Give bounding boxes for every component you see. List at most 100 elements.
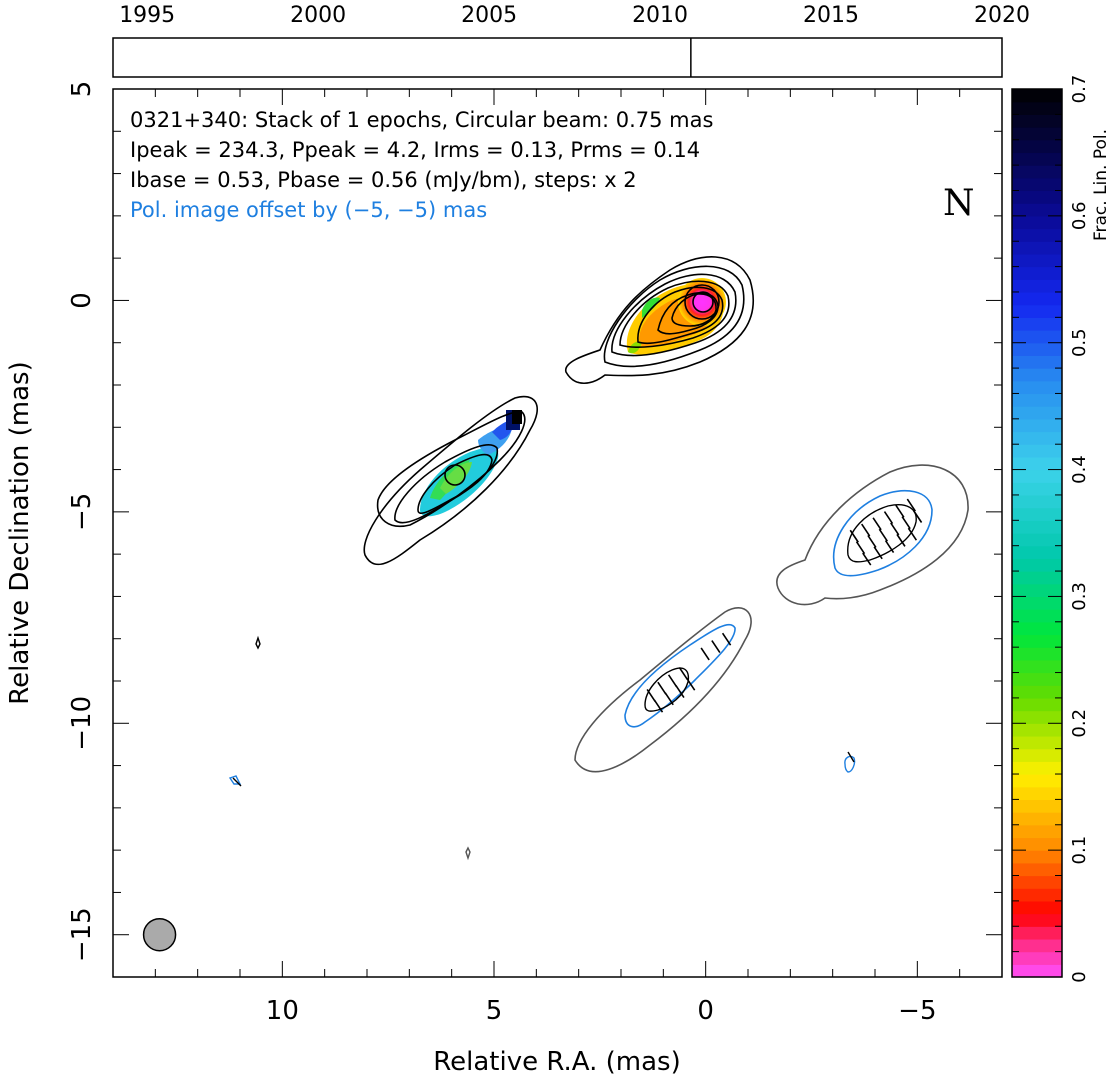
colorbar-band bbox=[1012, 621, 1062, 636]
colorbar-band bbox=[1012, 190, 1062, 204]
evpa-tick bbox=[861, 523, 871, 537]
colorbar-label: Frac. Lin. Pol. bbox=[1091, 129, 1111, 241]
evpa-tick bbox=[884, 540, 895, 554]
colorbar-band bbox=[1012, 228, 1062, 242]
colorbar-band bbox=[1012, 114, 1062, 128]
colorbar-band bbox=[1012, 469, 1062, 483]
y-tick-label: −15 bbox=[67, 907, 97, 962]
time-tick-label: 2020 bbox=[974, 3, 1030, 28]
offset-note: Pol. image offset by (−5, −5) mas bbox=[130, 198, 487, 222]
colorbar-band bbox=[1012, 799, 1062, 813]
colorbar-band bbox=[1012, 735, 1062, 750]
colorbar-band bbox=[1012, 456, 1062, 471]
y-tick-label: −5 bbox=[67, 493, 97, 531]
isolated-features bbox=[228, 635, 856, 861]
colorbar-band bbox=[1012, 533, 1062, 547]
colorbar-tick-label: 0.5 bbox=[1069, 328, 1090, 357]
colorbar-band bbox=[1012, 418, 1062, 433]
colorbar-band bbox=[1012, 330, 1062, 344]
x-tick-label: 10 bbox=[266, 996, 299, 1026]
time-tick-label: 2005 bbox=[461, 3, 517, 28]
evpa-tick bbox=[867, 534, 877, 548]
annotation-line-1: 0321+340: Stack of 1 epochs, Circular be… bbox=[130, 108, 713, 132]
time-axis-bar bbox=[112, 37, 1003, 78]
image-content bbox=[228, 256, 969, 861]
colorbar-band bbox=[1012, 368, 1062, 382]
colorbar-band bbox=[1012, 317, 1062, 331]
beam-circle bbox=[142, 917, 177, 952]
colorbar-tick-label: 0.6 bbox=[1069, 202, 1090, 231]
colorbar-band bbox=[1012, 647, 1062, 661]
colorbar-band bbox=[1012, 913, 1062, 927]
colorbar-band bbox=[1012, 393, 1062, 407]
evpa-tick bbox=[878, 528, 888, 542]
colorbar-frame bbox=[1011, 88, 1063, 978]
evpa-tick bbox=[890, 522, 900, 536]
colorbar-tick-label: 0.4 bbox=[1069, 455, 1090, 484]
evpa-tick bbox=[883, 511, 894, 524]
colorbar-tick-label: 0 bbox=[1069, 971, 1090, 982]
colorbar-band bbox=[1012, 583, 1062, 598]
colorbar-band bbox=[1012, 89, 1062, 103]
orientation-label: N bbox=[943, 183, 975, 224]
colorbar-band bbox=[1012, 964, 1062, 978]
y-axis-label: Relative Declination (mas) bbox=[5, 361, 35, 704]
colorbar-band bbox=[1012, 253, 1062, 268]
evpa-tick bbox=[700, 647, 710, 661]
y-tick-label: 0 bbox=[67, 292, 97, 309]
colorbar-band bbox=[1012, 342, 1062, 356]
evpa-tick bbox=[657, 681, 667, 695]
stokes-i-contours-knot bbox=[363, 395, 539, 566]
colorbar-band bbox=[1012, 431, 1062, 445]
time-tick-label: 2010 bbox=[632, 3, 688, 28]
evpa-tick bbox=[896, 533, 906, 547]
colorbar-band bbox=[1012, 266, 1062, 280]
colorbar-band bbox=[1012, 177, 1062, 192]
colorbar-band bbox=[1012, 672, 1062, 686]
axis-ticks: 10 5 0 −5 5 0 −5 −10 −15 bbox=[67, 81, 1003, 1026]
colorbar-band bbox=[1012, 507, 1062, 521]
time-tick-label: 1995 bbox=[119, 3, 175, 28]
colorbar-band bbox=[1012, 165, 1062, 179]
colorbar-band bbox=[1012, 355, 1062, 369]
colorbar-band bbox=[1012, 723, 1062, 737]
y-tick-label: 5 bbox=[67, 81, 97, 98]
colorbar-band bbox=[1012, 926, 1062, 940]
colorbar-band bbox=[1012, 761, 1062, 775]
colorbar-band bbox=[1012, 203, 1062, 217]
evpa-tick bbox=[664, 692, 674, 706]
polarized-contours-lower bbox=[574, 607, 752, 773]
colorbar: 0 0.1 0.2 0.3 0.4 0.5 0.6 0.7 Frac. Lin. Pol. bbox=[1011, 75, 1111, 983]
colorbar-band bbox=[1012, 748, 1062, 762]
stokes-i-contours-core bbox=[565, 256, 755, 385]
evpa-tick bbox=[849, 529, 859, 543]
colorbar-band bbox=[1012, 862, 1062, 877]
evpa-tick bbox=[855, 541, 866, 555]
colorbar-band bbox=[1012, 241, 1062, 255]
colorbar-band bbox=[1012, 659, 1062, 674]
colorbar-band bbox=[1012, 558, 1062, 572]
colorbar-band bbox=[1012, 406, 1062, 420]
colorbar-tick-label: 0.1 bbox=[1069, 836, 1090, 865]
colorbar-band bbox=[1012, 279, 1062, 293]
evpa-tick bbox=[895, 504, 905, 518]
evpa-vectors bbox=[646, 498, 923, 713]
colorbar-band bbox=[1012, 710, 1062, 724]
colorbar-band bbox=[1012, 786, 1062, 800]
time-tick-label: 2015 bbox=[803, 3, 859, 28]
y-tick-label: −10 bbox=[67, 696, 97, 751]
evpa-tick bbox=[721, 632, 732, 646]
colorbar-band bbox=[1012, 824, 1062, 839]
colorbar-band bbox=[1012, 571, 1062, 585]
colorbar-band bbox=[1012, 634, 1062, 648]
colorbar-band bbox=[1012, 215, 1062, 230]
plot-frame bbox=[112, 88, 1003, 978]
colorbar-band bbox=[1012, 127, 1062, 141]
evpa-tick bbox=[667, 674, 678, 688]
colorbar-tick-label: 0.3 bbox=[1069, 582, 1090, 611]
colorbar-band bbox=[1012, 938, 1062, 953]
colorbar-band bbox=[1012, 850, 1062, 864]
colorbar-band bbox=[1012, 291, 1062, 306]
time-axis: 1995 2000 2005 2010 2015 2020 bbox=[112, 3, 1030, 78]
